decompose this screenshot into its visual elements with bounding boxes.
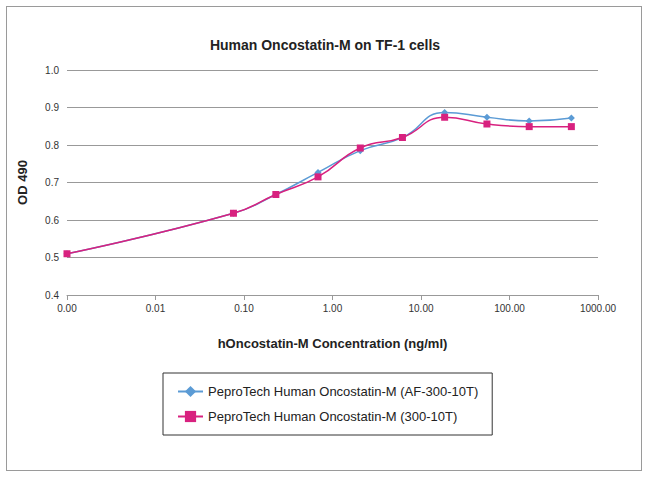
svg-text:0.9: 0.9 [45, 102, 59, 113]
svg-text:Human Oncostatin-M on TF-1 cel: Human Oncostatin-M on TF-1 cells [210, 37, 440, 53]
svg-text:10.00: 10.00 [408, 303, 433, 314]
svg-text:0.8: 0.8 [45, 140, 59, 151]
svg-text:PeproTech Human Oncostatin-M (: PeproTech Human Oncostatin-M (AF-300-10T… [208, 384, 478, 399]
svg-text:1.00: 1.00 [323, 303, 343, 314]
svg-text:OD 490: OD 490 [15, 160, 30, 205]
svg-text:0.6: 0.6 [45, 215, 59, 226]
svg-text:0.7: 0.7 [45, 177, 59, 188]
svg-text:hOncostatin-M Concentration (n: hOncostatin-M Concentration (ng/ml) [218, 336, 448, 351]
svg-text:100.00: 100.00 [494, 303, 525, 314]
svg-text:1.0: 1.0 [45, 65, 59, 76]
svg-text:0.5: 0.5 [45, 252, 59, 263]
svg-text:PeproTech Human Oncostatin-M (: PeproTech Human Oncostatin-M (300-10T) [208, 409, 457, 424]
svg-text:0.00: 0.00 [57, 303, 77, 314]
svg-text:0.01: 0.01 [146, 303, 166, 314]
svg-text:0.10: 0.10 [234, 303, 254, 314]
svg-text:0.4: 0.4 [45, 290, 59, 301]
svg-text:1000.00: 1000.00 [580, 303, 617, 314]
